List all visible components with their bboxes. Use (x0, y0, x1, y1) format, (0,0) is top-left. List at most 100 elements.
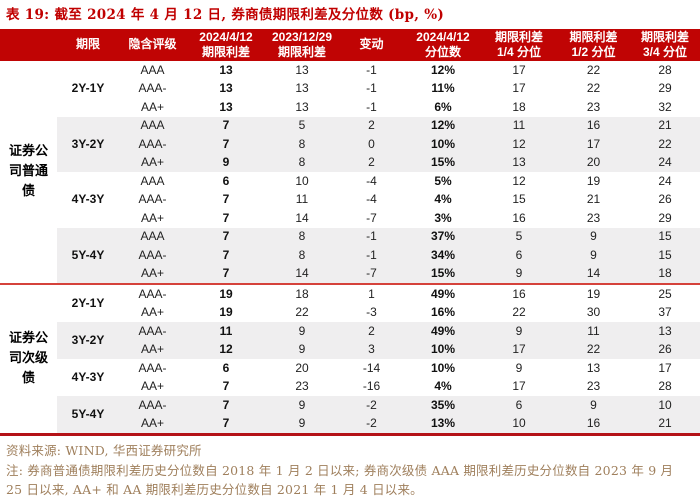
value-cell: 21 (630, 414, 700, 435)
value-cell: 13 (295, 81, 309, 96)
value-cell: 17 (512, 81, 526, 96)
term-cell: 2Y-1Y (57, 283, 119, 323)
value-cell: 19 (586, 173, 601, 188)
header-col-2: 隐含评级 (119, 29, 186, 62)
value-cell: 32 (658, 99, 672, 114)
value-cell: 10 (630, 396, 700, 415)
table-row: 证券公司普通债 2Y-1Y AAA 13 13 -1 12% 17 22 28 (0, 61, 700, 285)
value-cell: 18 (512, 99, 526, 114)
table-footer: 资料来源: WIND, 华西证券研究所 注: 券商普通债期限利差历史分位数自 2… (0, 436, 700, 499)
value-cell: 20 (557, 153, 630, 173)
table-row: AA+ 9 8 2 15% 13 20 24 (0, 153, 700, 173)
table-body: 证券公司普通债 2Y-1Y AAA 13 13 -1 12% 17 22 28 AAA- 13 13 -1… (0, 61, 700, 435)
value-cell: 10% (405, 135, 481, 154)
value-cell: 11 (186, 322, 266, 341)
value-cell: 7 (186, 264, 266, 285)
value-cell: 23 (586, 210, 601, 225)
value-cell: 9 (515, 360, 523, 375)
value-cell: 7 (186, 396, 266, 415)
value-cell: 18 (630, 264, 700, 285)
value-cell: 30 (586, 305, 601, 320)
value-cell: 23 (295, 379, 309, 394)
value-cell: 19 (557, 283, 630, 304)
table-row: AA+ 7 14 -7 15% 9 14 18 (0, 264, 700, 285)
value-cell: 3% (434, 210, 452, 225)
value-cell: 25 (630, 283, 700, 304)
value-cell: 15 (630, 246, 700, 265)
value-cell: 9 (557, 227, 630, 247)
value-cell: 6 (481, 396, 557, 415)
value-cell: 11% (431, 81, 455, 96)
table-row: AA+ 19 22 -3 16% 22 30 37 (0, 304, 700, 323)
value-cell: 13 (295, 62, 309, 77)
value-cell: 10% (430, 360, 456, 375)
value-cell: 9 (186, 153, 266, 173)
value-cell: 13 (630, 322, 700, 341)
value-cell: 20 (295, 360, 309, 375)
value-cell: 29 (658, 81, 672, 96)
value-cell: 9 (266, 322, 338, 341)
value-cell: 21 (586, 192, 601, 207)
table-row: AA+ 7 14 -7 3% 16 23 29 (0, 209, 700, 228)
group-label: 证券公司普通债 (0, 61, 57, 285)
value-cell: 17 (557, 135, 630, 154)
value-cell: 16 (481, 283, 557, 304)
value-cell: 21 (630, 116, 700, 136)
value-cell: 19 (186, 283, 266, 304)
value-cell: 2 (338, 153, 405, 173)
value-cell: 49% (405, 322, 481, 341)
value-cell: 10% (405, 340, 481, 360)
value-cell: 9 (266, 414, 338, 435)
value-cell: 7 (186, 246, 266, 265)
value-cell: 7 (222, 379, 230, 394)
value-cell: -1 (338, 246, 405, 265)
value-cell: 22 (295, 305, 309, 320)
value-cell: 26 (658, 192, 672, 207)
value-cell: 15% (405, 264, 481, 285)
value-cell: 17 (512, 62, 526, 77)
table-row: AA+ 12 9 3 10% 17 22 26 (0, 340, 700, 360)
value-cell: 2 (338, 116, 405, 136)
value-cell: 22 (557, 340, 630, 360)
value-cell: 15% (405, 153, 481, 173)
value-cell: 4% (434, 379, 452, 394)
value-cell: 9 (481, 264, 557, 285)
value-cell: 6% (434, 99, 452, 114)
value-cell: 23 (586, 379, 601, 394)
header-col-7: 期限利差 1/4 分位 (481, 29, 557, 62)
method-note: 注: 券商普通债期限利差历史分位数自 2018 年 1 月 2 日以来; 券商次… (6, 462, 674, 497)
rating-cell: AAA- (119, 135, 186, 154)
value-cell: 8 (266, 227, 338, 247)
rating-cell: AAA (119, 227, 186, 247)
value-cell: 9 (557, 396, 630, 415)
value-cell: -1 (366, 62, 377, 77)
value-cell: 8 (266, 135, 338, 154)
value-cell: 5 (266, 116, 338, 136)
value-cell: 14 (557, 264, 630, 285)
value-cell: 19 (219, 305, 233, 320)
table-row: AAA- 7 8 0 10% 12 17 22 (0, 135, 700, 154)
table-row: 3Y-2Y AAA- 11 9 2 49% 9 11 13 (0, 322, 700, 360)
header-col-8: 期限利差 1/2 分位 (557, 29, 630, 62)
term-cell: 3Y-2Y (57, 322, 119, 360)
term-cell: 5Y-4Y (57, 227, 119, 285)
value-cell: 8 (266, 153, 338, 173)
header-col-1: 期限 (57, 29, 119, 62)
value-cell: 24 (658, 173, 672, 188)
header-col-9: 期限利差 3/4 分位 (630, 29, 700, 62)
value-cell: 17 (481, 340, 557, 360)
table-row: AA+ 7 23 -16 4% 17 23 28 (0, 378, 700, 397)
value-cell: 8 (266, 246, 338, 265)
header-col-5: 变动 (338, 29, 405, 62)
value-cell: 16 (557, 116, 630, 136)
value-cell: 5% (434, 173, 452, 188)
value-cell: 16% (430, 305, 456, 320)
value-cell: 1 (338, 283, 405, 304)
term-cell: 3Y-2Y (57, 116, 119, 173)
rating-cell: AA+ (140, 99, 164, 114)
value-cell: 13 (586, 360, 601, 375)
value-cell: 0 (338, 135, 405, 154)
rating-cell: AA+ (140, 305, 164, 320)
value-cell: 49% (405, 283, 481, 304)
value-cell: -14 (362, 360, 381, 375)
